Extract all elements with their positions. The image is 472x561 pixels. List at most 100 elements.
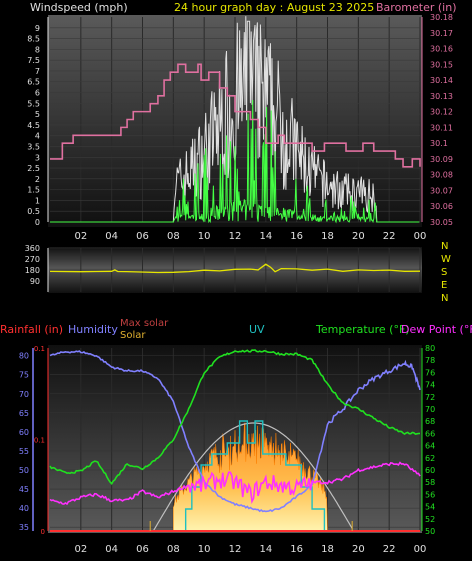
x-tick-label-wind: 02 (74, 231, 87, 242)
x-tick-label-climate: 08 (167, 544, 180, 555)
temperature-y-tick: 68 (425, 417, 435, 426)
temperature-y-tick: 70 (425, 405, 435, 414)
barometer-y-tick: 30.07 (430, 186, 453, 195)
x-tick-label-wind: 16 (290, 231, 303, 242)
x-tick-label-wind: 08 (167, 231, 180, 242)
barometer-y-tick: 30.13 (430, 92, 453, 101)
wind-y-tick: 4.5 (27, 121, 40, 130)
wind-y-tick: 5.5 (27, 99, 40, 108)
legend-max-solar: Max solar (120, 318, 169, 329)
wind-title: Windspeed (mph) (30, 1, 128, 14)
wind-y-tick: 1 (35, 196, 40, 205)
temperature-y-tick: 64 (425, 442, 435, 451)
rain-y-tick: 0.1 (34, 437, 45, 445)
compass-label: S (441, 267, 447, 278)
x-tick-label-climate: 02 (74, 544, 87, 555)
wind-y-tick: 6 (35, 89, 40, 98)
wind-y-tick: 5 (35, 110, 40, 119)
wind-y-tick: 2 (35, 175, 40, 184)
compass-label: E (441, 280, 447, 291)
temperature-y-tick: 78 (425, 356, 435, 365)
temperature-y-tick: 52 (425, 515, 435, 524)
barometer-y-tick: 30.08 (430, 171, 453, 180)
humidity-y-tick: 60 (19, 428, 29, 437)
humidity-y-tick: 45 (19, 485, 29, 494)
wind-y-tick: 4 (35, 132, 40, 141)
barometer-y-tick: 30.12 (430, 108, 453, 117)
temperature-y-tick: 74 (425, 381, 435, 390)
barometer-y-tick: 30.14 (430, 76, 453, 85)
humidity-y-tick: 65 (19, 409, 29, 418)
temperature-y-tick: 80 (425, 344, 435, 353)
x-tick-label-climate: 00 (414, 544, 427, 555)
temperature-line (49, 349, 421, 486)
temperature-y-tick: 76 (425, 368, 435, 377)
barometer-line (50, 63, 421, 168)
barometer-y-tick: 30.05 (430, 218, 453, 227)
legend-humidity: Humidity (68, 323, 118, 336)
direction-y-tick: 180 (25, 266, 40, 275)
x-tick-label-climate: 14 (259, 544, 272, 555)
compass-label: W (441, 254, 451, 265)
x-tick-label-wind: 18 (321, 231, 334, 242)
wind-gust-line (50, 99, 420, 224)
legend-solar: Solar (120, 330, 146, 341)
legend-rainfall: Rainfall (in) (0, 323, 63, 336)
temperature-y-tick: 50 (425, 527, 435, 536)
humidity-y-tick: 80 (19, 352, 29, 361)
max-solar-line (152, 422, 353, 532)
wind-y-tick: 8 (35, 45, 40, 54)
x-tick-label-wind: 22 (383, 231, 396, 242)
temperature-y-tick: 62 (425, 454, 435, 463)
x-tick-label-wind: 12 (229, 231, 242, 242)
temperature-y-tick: 72 (425, 393, 435, 402)
barometer-y-tick: 30.11 (430, 123, 453, 132)
humidity-y-tick: 35 (19, 523, 29, 532)
direction-y-tick: 90 (30, 277, 40, 286)
barometer-y-tick: 30.17 (430, 29, 453, 38)
x-tick-label-wind: 04 (105, 231, 118, 242)
rain-y-tick: 0 (41, 528, 45, 536)
x-tick-label-climate: 04 (105, 544, 118, 555)
barometer-y-tick: 30.1 (430, 139, 448, 148)
humidity-y-tick: 40 (19, 504, 29, 513)
x-tick-label-climate: 12 (229, 544, 242, 555)
temperature-y-tick: 60 (425, 466, 435, 475)
legend-dew-point: Dew Point (°F) (401, 323, 472, 336)
wind-y-tick: 1.5 (27, 186, 40, 195)
chart-title: 24 hour graph day : August 23 2025 (174, 1, 374, 14)
temperature-y-tick: 54 (425, 503, 435, 512)
x-tick-label-wind: 10 (198, 231, 211, 242)
wind-y-tick: 3.5 (27, 142, 40, 151)
x-tick-label-wind: 06 (136, 231, 149, 242)
x-tick-label-climate: 22 (383, 544, 396, 555)
x-tick-label-climate: 06 (136, 544, 149, 555)
compass-label: N (441, 293, 448, 304)
wind-y-tick: 8.5 (27, 35, 40, 44)
humidity-y-tick: 70 (19, 390, 29, 399)
legend-uv: UV (249, 323, 265, 336)
humidity-line (49, 350, 421, 513)
direction-y-tick: 270 (25, 255, 40, 264)
barometer-y-tick: 30.06 (430, 202, 453, 211)
temperature-y-tick: 56 (425, 490, 435, 499)
humidity-y-tick: 55 (19, 447, 29, 456)
direction-y-tick: 360 (25, 244, 40, 253)
barometer-y-tick: 30.09 (430, 155, 453, 164)
x-tick-label-wind: 20 (352, 231, 365, 242)
barometer-y-tick: 30.15 (430, 60, 453, 69)
wind-y-tick: 0.5 (27, 207, 40, 216)
wind-y-tick: 7 (35, 67, 40, 76)
x-tick-label-wind: 14 (259, 231, 272, 242)
legend-temperature: Temperature (°F) (315, 323, 410, 336)
humidity-y-tick: 50 (19, 466, 29, 475)
x-tick-label-wind: 00 (414, 231, 427, 242)
dew-point-line (49, 461, 421, 506)
barometer-title: Barometer (in) (376, 1, 457, 14)
temperature-y-tick: 58 (425, 478, 435, 487)
wind-y-tick: 2.5 (27, 164, 40, 173)
wind-y-tick: 6.5 (27, 78, 40, 87)
barometer-y-tick: 30.18 (430, 13, 453, 22)
wind-y-tick: 9 (35, 24, 40, 33)
